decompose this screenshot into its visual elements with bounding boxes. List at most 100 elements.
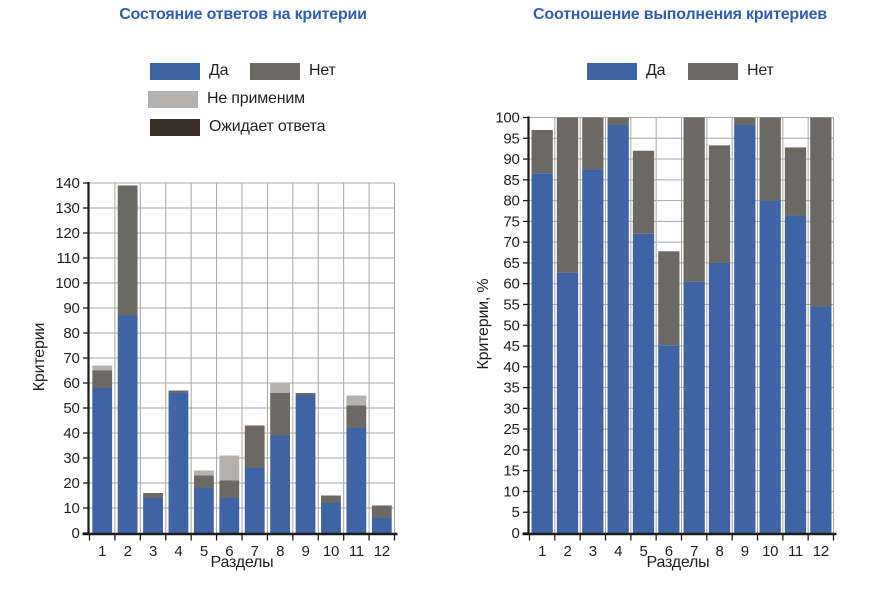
- y-tick-label: 90: [63, 300, 79, 317]
- legend-label-no: Нет: [747, 62, 774, 79]
- x-tick-label: 5: [639, 543, 647, 560]
- chart-status-panel: 0 10 20 30 40 50 60 70 80 90 100 110 120 130 140 1 2 3 4 5 6…: [31, 6, 398, 571]
- bar-segment: [734, 124, 756, 533]
- bar-segment: [607, 117, 629, 125]
- y-tick-label: 90: [503, 151, 519, 168]
- bar-segment: [734, 117, 756, 125]
- y-tick-label: 10: [503, 483, 519, 500]
- bar-segment: [117, 185, 138, 316]
- bar-segment: [784, 147, 807, 216]
- bar-segment: [784, 215, 807, 534]
- legend-item-yes: Да: [587, 62, 666, 80]
- x-tick-label: 5: [200, 543, 208, 560]
- series-Да: [92, 315, 392, 533]
- legend-swatch-no: [688, 62, 738, 80]
- bar-segment: [810, 306, 832, 533]
- axes: [522, 116, 837, 541]
- bar-segment: [295, 393, 316, 396]
- bar-segment: [270, 435, 291, 533]
- legend-label-yes: Да: [646, 62, 666, 79]
- legend-item-no: Нет: [688, 62, 774, 80]
- y-tick-label: 80: [63, 325, 79, 342]
- y-tick-label: 45: [503, 338, 519, 355]
- bar-segment: [193, 475, 214, 488]
- bar-segment: [219, 480, 240, 498]
- y-tick-label: 30: [63, 450, 79, 467]
- y-tick-label: 0: [71, 525, 79, 542]
- bar-segment: [295, 395, 316, 533]
- y-tick-label: 70: [63, 350, 79, 367]
- bar-segment: [168, 390, 189, 393]
- bar-segment: [244, 468, 265, 533]
- bar-segment: [607, 124, 629, 533]
- bar-segment: [321, 503, 341, 533]
- y-tick-label: 40: [503, 359, 519, 376]
- bar-segment: [556, 272, 579, 533]
- bar-segment: [759, 117, 781, 201]
- y-tick-label: 100: [495, 110, 519, 127]
- x-tick-label: 6: [665, 543, 673, 560]
- y-tick-label: 70: [503, 234, 519, 251]
- legend-swatch-awaiting-answer: [150, 118, 200, 136]
- y-tick-label: 20: [503, 442, 519, 459]
- chart-ratio-panel: 0 5 10 15 20 25 30 35 40 45 50 55 60 65 70 75 80 85 90 95 10…: [450, 0, 891, 589]
- bar-segment: [346, 428, 367, 533]
- bar-segment: [117, 315, 138, 533]
- legend-swatch-yes: [150, 62, 200, 80]
- y-tick-label: 30: [503, 400, 519, 417]
- y-tick-label: 65: [503, 255, 519, 272]
- x-tick-label: 3: [589, 543, 597, 560]
- bar-segment: [219, 455, 240, 481]
- bar-segment: [632, 150, 655, 234]
- x-tick-label: 11: [788, 543, 803, 560]
- bar-segment: [582, 117, 604, 170]
- bar-segment: [168, 393, 189, 533]
- series-Да: [531, 124, 832, 534]
- ratio-chart-plot: 0510152025303540455055606570758085909510…: [495, 110, 837, 561]
- y-tick-label: 140: [55, 175, 79, 192]
- legend-item-no: Нет: [250, 62, 336, 80]
- y-tick-label: 25: [503, 421, 519, 438]
- y-tick-label: 130: [55, 200, 79, 217]
- y-tick-label: 80: [503, 193, 519, 210]
- y-tick-label: 20: [63, 475, 79, 492]
- chart-status-title: Состояние ответов на критерии: [119, 6, 367, 23]
- bar-segment: [92, 370, 113, 388]
- y-tick-label: 15: [503, 463, 519, 480]
- bar-segment: [759, 200, 781, 533]
- bar-segment: [708, 262, 731, 533]
- bar-segment: [321, 495, 341, 503]
- bar-segment: [244, 425, 265, 468]
- ratio-x-axis-label: Разделы: [646, 554, 710, 571]
- status-y-axis-label: Критерии: [31, 322, 48, 392]
- x-tick-label: 8: [276, 543, 284, 560]
- bar-segment: [708, 145, 731, 263]
- bar-segment: [683, 117, 705, 282]
- status-x-axis-label: Разделы: [210, 554, 274, 571]
- bar-segment: [270, 393, 291, 436]
- legend-item-awaiting-answer: Ожидает ответа: [150, 118, 325, 136]
- bar-segment: [632, 233, 655, 533]
- gridlines: [89, 182, 395, 533]
- bar-segment: [143, 498, 163, 533]
- x-tick-label: 6: [225, 543, 233, 560]
- bar-segment: [92, 388, 113, 533]
- y-tick-label: 10: [63, 500, 79, 517]
- x-tick-label: 11: [349, 543, 364, 560]
- y-tick-label: 35: [503, 380, 519, 397]
- x-tick-label: 3: [149, 543, 157, 560]
- ratio-y-axis-label: Критерии, %: [475, 278, 492, 370]
- bar-segment: [371, 505, 392, 518]
- axes: [82, 182, 398, 541]
- x-tick-label: 9: [741, 543, 749, 560]
- bar-segment: [219, 498, 240, 533]
- y-tick-label: 120: [55, 225, 79, 242]
- bar-segment: [193, 470, 214, 476]
- legend-label-awaiting-answer: Ожидает ответа: [209, 118, 326, 135]
- tick-labels: 0510152025303540455055606570758085909510…: [495, 110, 829, 561]
- bar-segment: [556, 117, 579, 273]
- bar-segment: [658, 251, 680, 346]
